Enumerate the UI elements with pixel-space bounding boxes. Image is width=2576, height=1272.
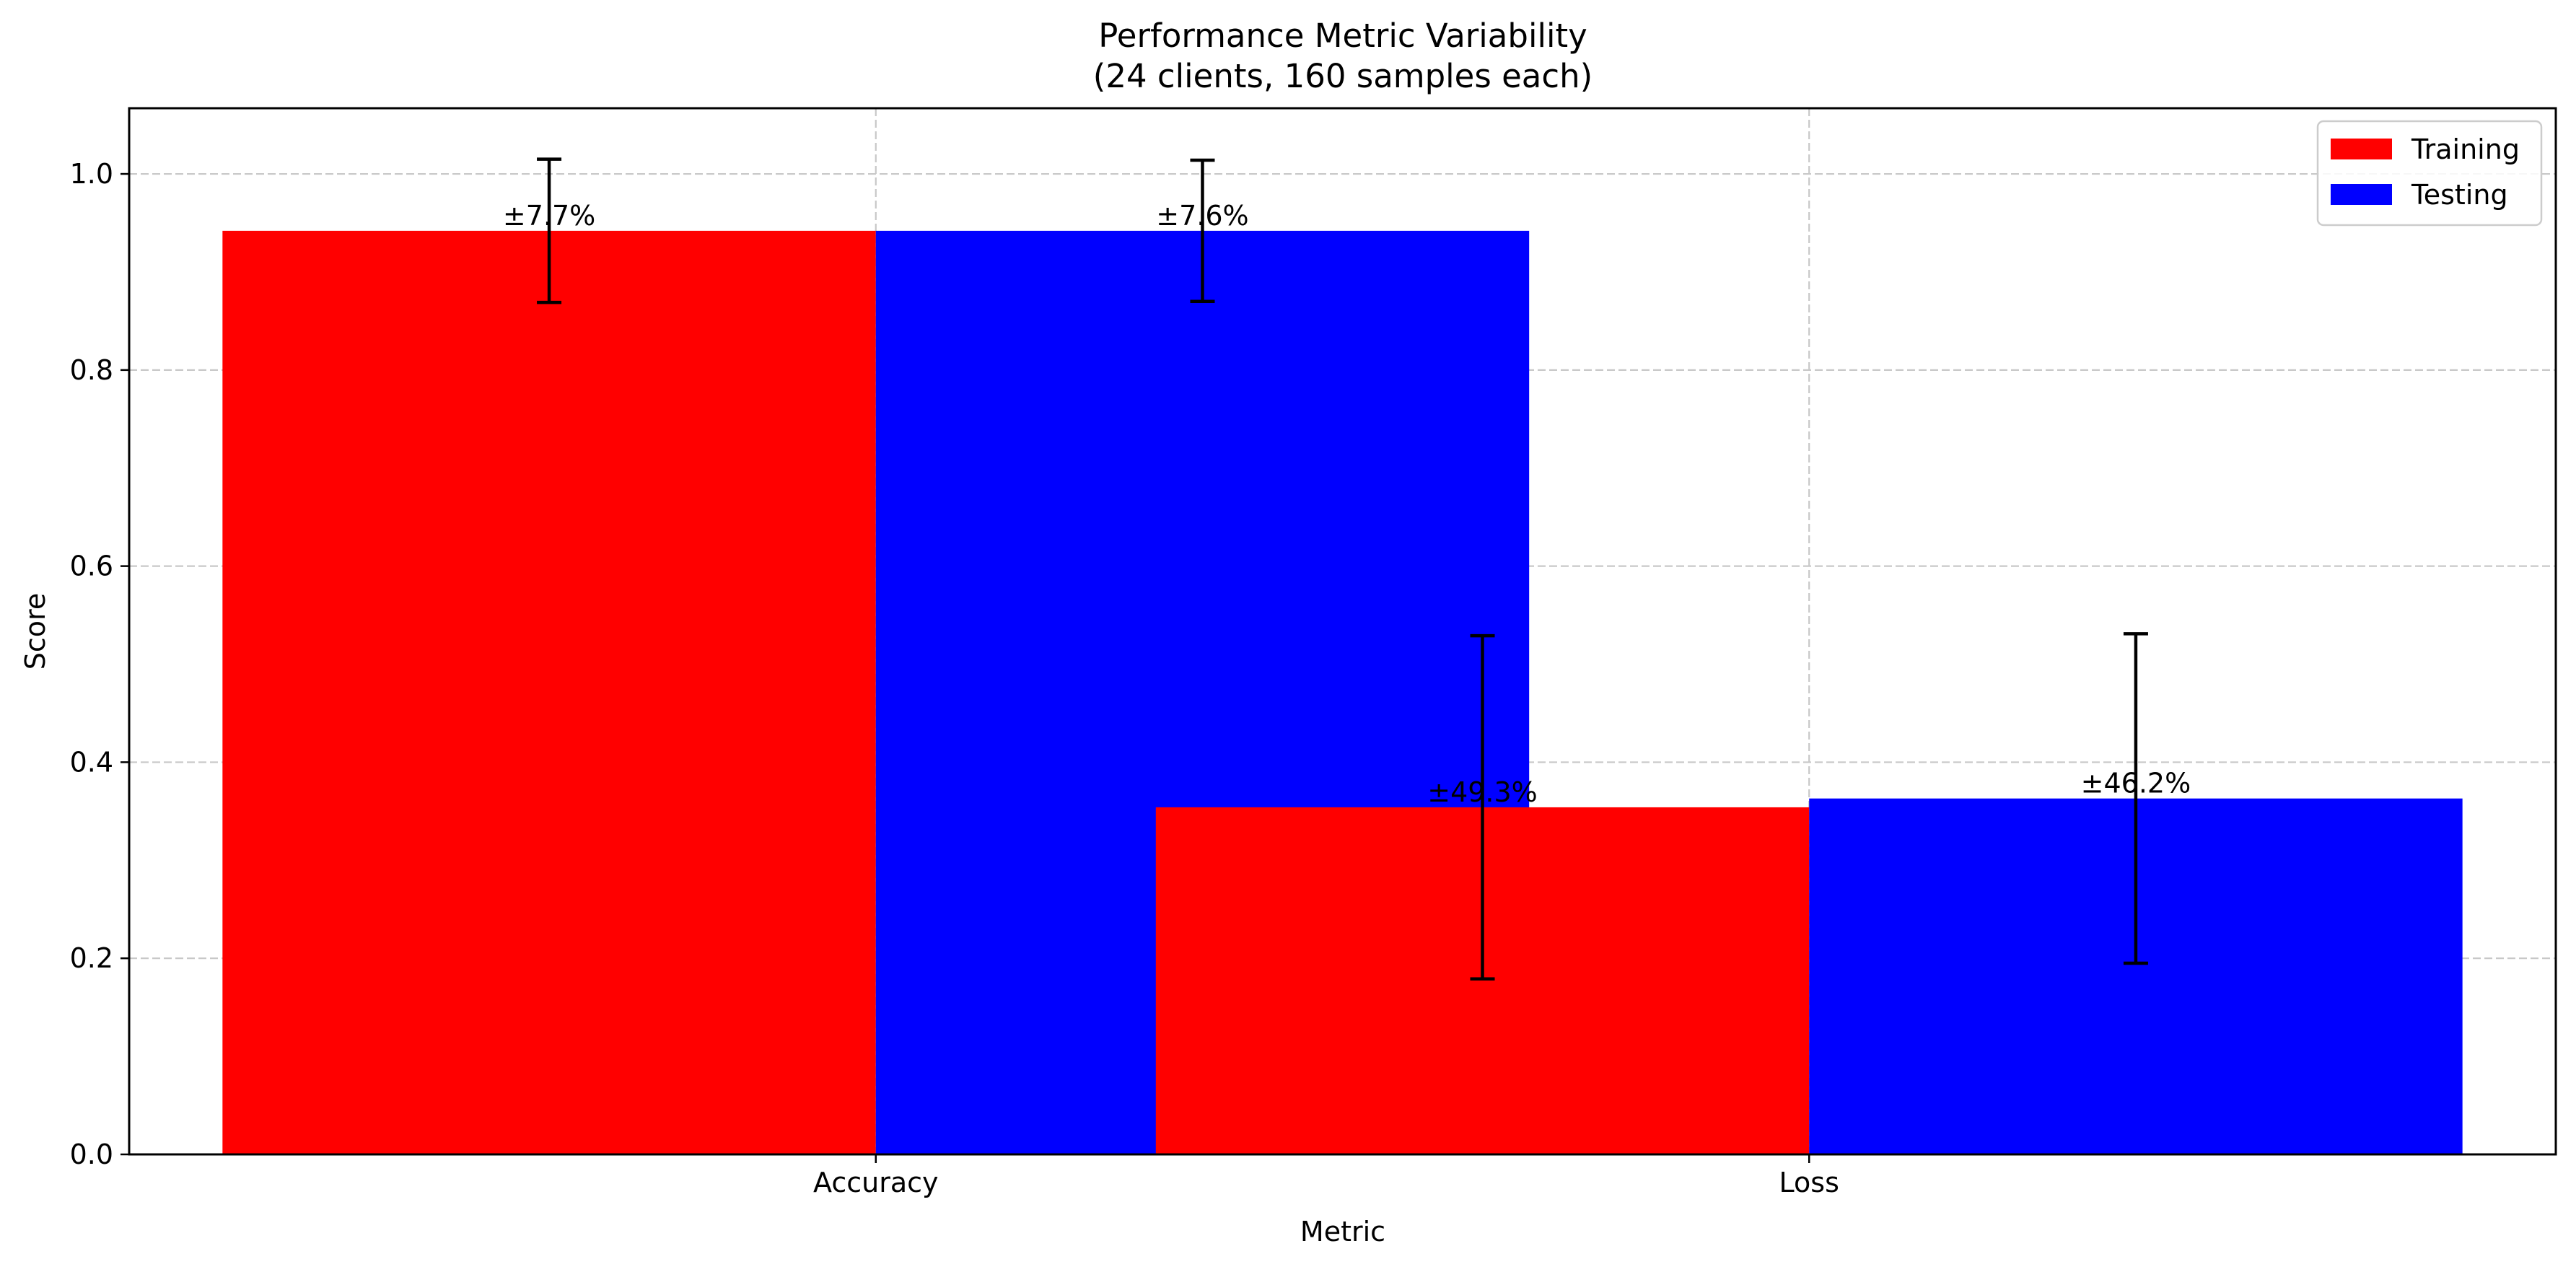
x-tick-label: Loss — [1779, 1167, 1839, 1198]
legend-swatch-testing — [2331, 184, 2392, 205]
bar-data-label: ±49.3% — [1427, 776, 1538, 808]
bar-data-label: ±7.6% — [1156, 200, 1248, 232]
legend-label-training: Training — [2411, 133, 2520, 165]
bar-data-label: ±7.7% — [503, 200, 595, 232]
y-tick-label: 0.2 — [70, 942, 113, 974]
y-axis-label: Score — [19, 593, 51, 670]
error-bars — [537, 157, 2148, 981]
y-tick-label: 1.0 — [70, 158, 113, 190]
x-axis-ticks: Accuracy Loss — [813, 1154, 1839, 1198]
x-axis-label: Metric — [1300, 1216, 1385, 1247]
y-tick-label: 0.0 — [70, 1139, 113, 1170]
legend-swatch-training — [2331, 139, 2392, 159]
y-tick-label: 0.4 — [70, 746, 113, 778]
chart-title: Performance Metric Variability — [1098, 17, 1587, 55]
bar-training-accuracy — [222, 230, 876, 1155]
y-tick-label: 0.8 — [70, 354, 113, 386]
plot-frame — [128, 107, 2557, 1156]
bar-labels: ±7.7% ±7.6% ±49.3% ±46.2% — [503, 200, 2191, 808]
legend: Training Testing — [2316, 120, 2543, 227]
x-tick-label: Accuracy — [813, 1167, 939, 1198]
y-tick-label: 0.6 — [70, 551, 113, 582]
chart-subtitle: (24 clients, 160 samples each) — [1093, 57, 1593, 95]
y-axis-ticks: 0.0 0.2 0.4 0.6 0.8 1.0 — [70, 158, 129, 1170]
legend-label-testing: Testing — [2411, 179, 2508, 211]
bars — [222, 230, 2463, 1155]
bar-data-label: ±46.2% — [2081, 768, 2191, 799]
